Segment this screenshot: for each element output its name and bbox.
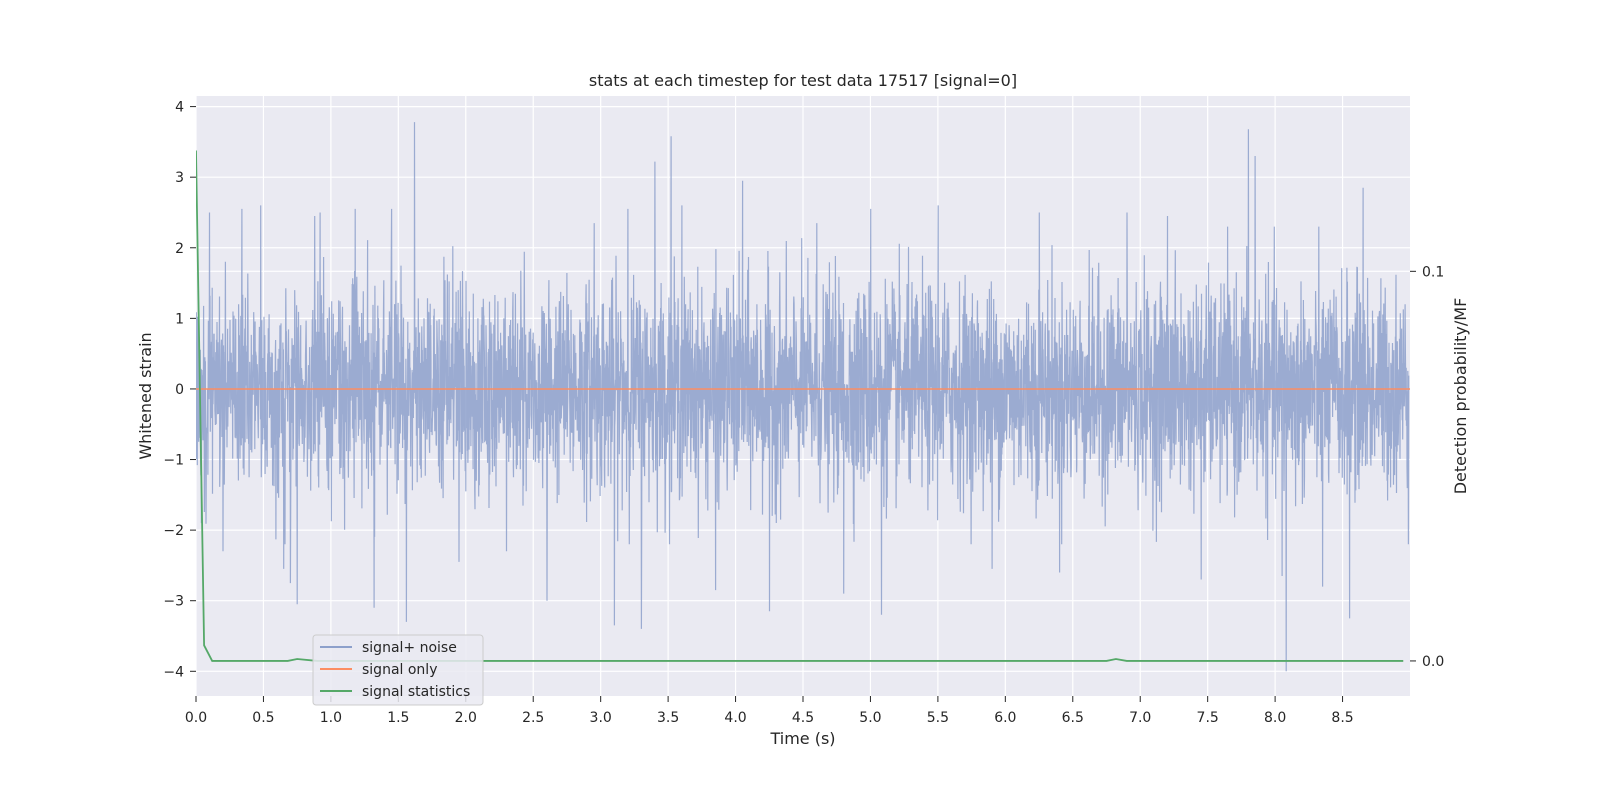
y-tick-label: 3 <box>175 170 184 186</box>
x-tick-label: 2.0 <box>455 710 477 726</box>
legend-box <box>312 634 484 706</box>
legend-label-signal-statistics: signal statistics <box>362 684 470 700</box>
x-tick-label: 0.0 <box>185 710 207 726</box>
x-tick-label: 6.0 <box>994 710 1016 726</box>
series-layer <box>196 122 1410 672</box>
y-tick-label: −1 <box>163 453 184 469</box>
right-axis-label: Detection probability/MF <box>1451 298 1470 495</box>
x-tick-label: 1.5 <box>387 710 409 726</box>
legend-label-signal-noise: signal+ noise <box>362 640 457 656</box>
y-tick-label: −4 <box>163 664 184 680</box>
x-axis-label: Time (s) <box>769 729 835 748</box>
y-tick-label: 4 <box>175 100 184 116</box>
x-tick-label: 3.5 <box>657 710 679 726</box>
right-axis-ticks: 0.0 0.1 <box>1410 264 1444 670</box>
x-tick-label: 6.5 <box>1062 710 1084 726</box>
y-tick-label: 1 <box>175 311 184 327</box>
x-tick-label: 7.0 <box>1129 710 1151 726</box>
y-axis-label: Whitened strain <box>136 332 155 459</box>
x-tick-label: 7.5 <box>1197 710 1219 726</box>
x-tick-label: 8.0 <box>1264 710 1286 726</box>
y-tick-label: −2 <box>163 523 184 539</box>
y-axis-ticks: −4 −3 −2 −1 0 1 2 3 4 <box>163 100 196 680</box>
y-tick-label: 2 <box>175 241 184 257</box>
x-tick-label: 1.0 <box>320 710 342 726</box>
x-axis-ticks: 0.0 0.5 1.0 1.5 2.0 2.5 3.0 3.5 4.0 4.5 5.0 5.5 6.0 6… <box>185 696 1354 726</box>
x-tick-label: 8.5 <box>1331 710 1353 726</box>
x-tick-label: 4.0 <box>724 710 746 726</box>
y-tick-label: 0 <box>175 382 184 398</box>
legend-label-signal-only: signal only <box>362 662 437 678</box>
x-tick-label: 3.0 <box>590 710 612 726</box>
x-tick-label: 4.5 <box>792 710 814 726</box>
right-y-tick-label: 0.1 <box>1422 264 1444 280</box>
chart-title: stats at each timestep for test data 175… <box>589 71 1017 90</box>
series-signal-statistics <box>196 150 1404 662</box>
x-tick-label: 2.5 <box>522 710 544 726</box>
legend: signal+ noise signal only signal statist… <box>312 634 484 706</box>
series-signal-noise <box>196 122 1410 672</box>
x-tick-label: 0.5 <box>252 710 274 726</box>
x-tick-label: 5.0 <box>859 710 881 726</box>
x-tick-label: 5.5 <box>927 710 949 726</box>
right-y-tick-label: 0.0 <box>1422 654 1444 670</box>
y-tick-label: −3 <box>163 594 184 610</box>
